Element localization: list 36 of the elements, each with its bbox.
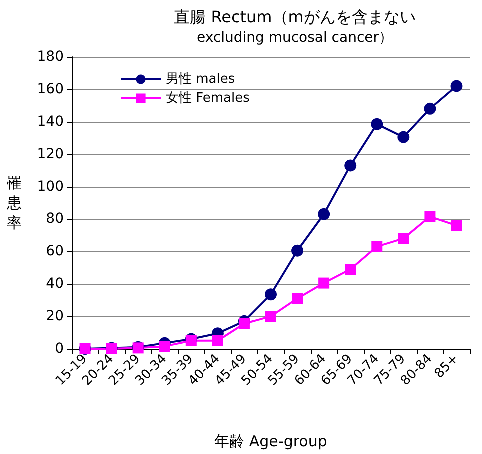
point [292,293,304,304]
point [292,244,304,257]
point [371,118,384,130]
legend-label: 女性 Females [166,91,250,106]
point [398,233,410,244]
point [450,80,463,92]
point [318,278,330,289]
y-tick-label: 20 [46,308,64,325]
y-tick-label: 120 [37,146,64,162]
point [266,311,276,322]
y-axis-title: 罹患率 [6,174,22,232]
y-tick-label: 80 [46,211,64,228]
chart-subtitle: excluding mucosal cancer） [196,30,394,46]
point [238,318,250,330]
point [372,241,383,252]
chart-title: 直腸 Rectum（mがんを含まない [174,8,416,26]
x-tick-label: 85+ [432,352,462,382]
legend-label: 男性 males [166,72,236,87]
y-tick-label: 0 [55,341,64,357]
y-tick-label: 140 [37,114,64,130]
y-tick-label: 160 [37,81,64,98]
point [398,131,410,144]
point [451,220,462,232]
y-tick-label: 40 [46,276,64,292]
point [265,288,277,301]
point [159,341,170,352]
point [318,208,330,220]
point [424,211,436,222]
y-tick-label: 180 [37,49,64,65]
point [345,264,356,276]
point [344,160,357,172]
y-tick-label: 100 [37,178,64,195]
x-axis-title: 年齢 Age-group [214,432,328,450]
y-tick-label: 60 [46,244,64,260]
point [212,335,224,346]
point [424,102,436,115]
